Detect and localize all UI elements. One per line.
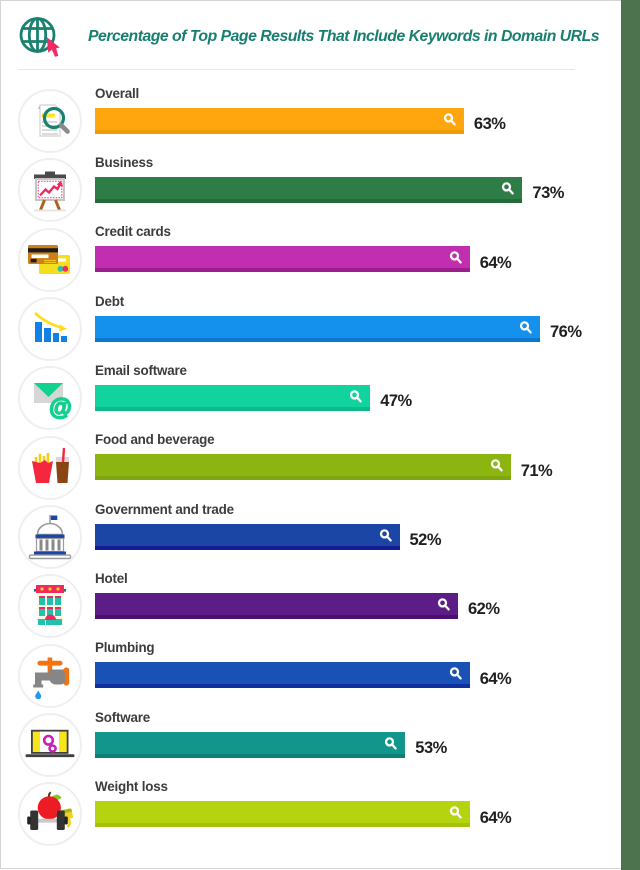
- svg-text:@: @: [49, 394, 71, 420]
